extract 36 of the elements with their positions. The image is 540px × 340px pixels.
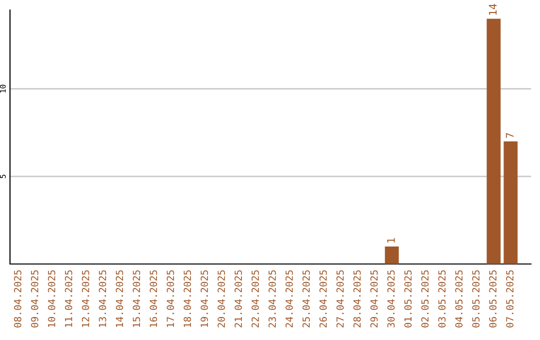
x-tick-label: 05.05.2025 xyxy=(472,270,480,328)
x-tick-label: 24.04.2025 xyxy=(286,270,293,328)
x-tick-label: 08.04.2025 xyxy=(14,270,22,328)
bar xyxy=(384,246,399,264)
x-tick-label: 16.04.2025 xyxy=(150,270,158,327)
x-tick-label: 03.05.2025 xyxy=(438,270,446,328)
x-tick-label: 30.04.2025 xyxy=(387,270,395,328)
data-label: 1 xyxy=(387,238,395,242)
x-tick-label: 10.04.2025 xyxy=(48,270,56,327)
x-tick-label: 28.04.2025 xyxy=(353,270,361,328)
x-tick-label: 22.04.2025 xyxy=(252,270,259,328)
x-tick-label: 07.05.2025 xyxy=(506,270,514,328)
x-tick-label: 11.04.2025 xyxy=(64,270,72,327)
bar xyxy=(486,18,501,264)
x-tick-label: 23.04.2025 xyxy=(268,270,276,328)
x-tick-label: 20.04.2025 xyxy=(218,270,225,328)
data-label: 7 xyxy=(506,133,514,138)
x-tick-label: 09.04.2025 xyxy=(30,270,38,328)
x-tick-label: 27.04.2025 xyxy=(336,270,344,328)
x-tick-label: 14.04.2025 xyxy=(116,270,124,327)
bar xyxy=(504,141,518,264)
x-tick-label: 19.04.2025 xyxy=(200,270,208,327)
x-tick-label: 21.04.2025 xyxy=(234,270,242,328)
x-tick-label: 17.04.2025 xyxy=(166,270,174,327)
x-tick-label: 18.04.2025 xyxy=(184,270,192,327)
x-tick-label: 25.04.2025 xyxy=(302,270,310,328)
x-tick-label: 15.04.2025 xyxy=(132,270,140,327)
x-tick-label: 29.04.2025 xyxy=(370,270,378,328)
x-tick-label: 12.04.2025 xyxy=(82,270,90,327)
x-tick-label: 13.04.2025 xyxy=(98,270,106,327)
x-tick-label: 02.05.2025 xyxy=(421,270,429,328)
x-tick-label: 01.05.2025 xyxy=(404,270,412,328)
x-tick-label: 04.05.2025 xyxy=(455,270,463,328)
data-label: 14 xyxy=(488,4,497,15)
x-tick-label: 26.04.2025 xyxy=(319,270,327,328)
x-tick-label: 06.05.2025 xyxy=(489,270,497,328)
